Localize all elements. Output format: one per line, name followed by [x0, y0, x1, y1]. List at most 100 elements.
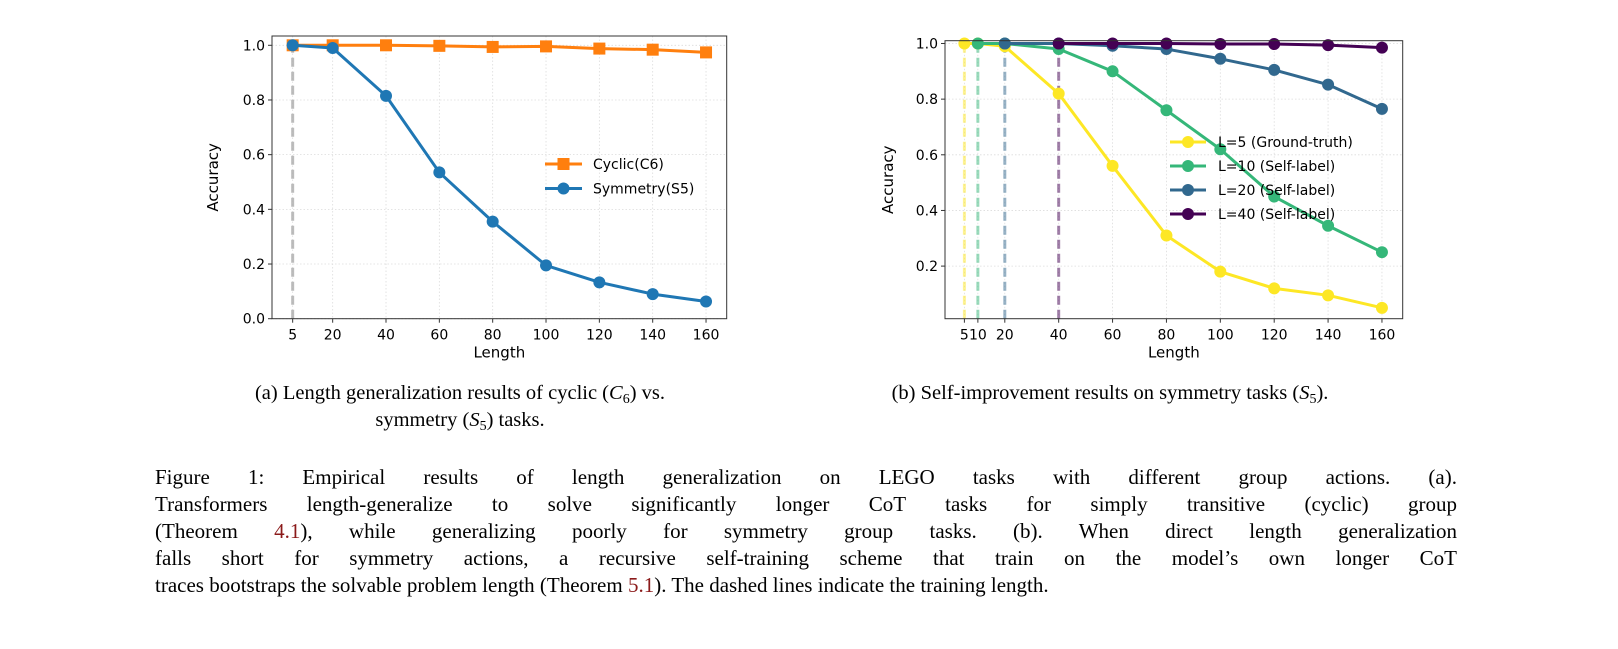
chart-b: 5 10 20 40 60 80 100 120 140 160 0.2 0.4 0.6 0.8 1.0 Le… — [879, 36, 1404, 362]
y-tick-label: 0.8 — [916, 92, 938, 108]
theorem-link[interactable]: 5.1 — [627, 573, 655, 597]
data-point — [1214, 52, 1227, 65]
legend-marker — [557, 182, 570, 195]
data-point — [1322, 219, 1335, 232]
x-tick-label: 40 — [377, 328, 395, 344]
figure-caption: Figure 1: Empirical results of length ge… — [155, 464, 1457, 599]
caption-text: ). The dashed lines indicate the trainin… — [654, 573, 1049, 597]
x-tick-label: 40 — [1050, 328, 1068, 344]
legend-label: Cyclic(C6) — [593, 157, 664, 173]
data-point — [1052, 37, 1065, 50]
caption-line: Figure 1: Empirical results of length ge… — [155, 465, 1457, 489]
legend-label: L=10 (Self-label) — [1218, 159, 1335, 175]
series-line — [292, 43, 707, 303]
data-point — [700, 295, 713, 308]
caption-text: (Theorem — [155, 519, 275, 543]
x-tick-label: 60 — [430, 328, 448, 344]
data-point — [1268, 38, 1281, 51]
data-point — [1106, 65, 1119, 78]
data-point — [433, 39, 446, 52]
data-point — [1375, 301, 1388, 314]
legend-marker — [1182, 136, 1194, 148]
data-point — [1322, 39, 1335, 52]
x-tick-label: 140 — [639, 328, 666, 344]
y-axis-label: Accuracy — [204, 143, 222, 212]
x-tick-label: 5 — [960, 328, 969, 344]
data-point — [958, 37, 971, 50]
subcaption-text: ) vs. — [629, 382, 666, 404]
legend-label: Symmetry(S5) — [593, 182, 694, 198]
data-point — [593, 276, 606, 289]
legend-marker — [1182, 160, 1194, 172]
theorem-link[interactable]: 4.1 — [274, 519, 301, 543]
data-point — [646, 43, 659, 56]
subcaption-text: ) tasks. — [486, 409, 545, 431]
data-point — [1268, 190, 1281, 203]
chart-a: 5 20 40 60 80 100 120 140 160 0.0 0.2 0.4 0.6 0.8 1.0 L… — [204, 35, 728, 362]
subcaption-text: (a) Length generalization results of cyc… — [254, 382, 610, 404]
y-tick-label: 0.6 — [243, 148, 265, 164]
subcaption-text: symmetry ( — [375, 409, 470, 431]
x-tick-label: 20 — [996, 328, 1014, 344]
data-point — [1160, 229, 1173, 242]
legend-marker — [557, 158, 570, 170]
caption-line: traces bootstraps the solvable problem l… — [155, 572, 1457, 599]
x-axis-label: Length — [1148, 344, 1200, 362]
subcaption-text: ). — [1316, 382, 1329, 404]
y-tick-label: 0.0 — [243, 312, 265, 328]
data-point — [1106, 37, 1119, 50]
x-tick-label: 5 — [288, 328, 297, 344]
data-point — [1375, 246, 1388, 259]
y-axis-label: Accuracy — [879, 145, 897, 214]
x-tick-label: 80 — [1158, 328, 1176, 344]
x-tick-label: 10 — [969, 328, 987, 344]
caption-line: falls short for symmetry actions, a recu… — [155, 546, 1457, 570]
y-tick-label: 0.8 — [243, 93, 265, 109]
y-tick-label: 0.4 — [916, 203, 938, 219]
data-point — [1322, 289, 1335, 302]
x-tick-label: 120 — [1261, 328, 1288, 344]
data-point — [486, 215, 499, 228]
x-tick-label: 80 — [484, 328, 502, 344]
data-point — [646, 288, 659, 301]
data-point — [700, 46, 713, 59]
plot-frame — [944, 40, 1404, 320]
math-subscript: 5 — [479, 419, 487, 434]
data-point — [433, 166, 446, 179]
data-point — [1268, 282, 1281, 295]
y-tick-label: 0.4 — [243, 202, 265, 218]
math-symbol: C — [609, 382, 623, 404]
subcaption-a: (a) Length generalization results of cyc… — [170, 380, 750, 434]
data-point — [1160, 104, 1173, 117]
data-point — [971, 37, 984, 50]
data-point — [1268, 63, 1281, 76]
data-point — [1214, 265, 1227, 278]
x-tick-label: 20 — [324, 328, 342, 344]
math-subscript: 6 — [622, 392, 630, 407]
y-tick-label: 1.0 — [243, 38, 265, 54]
data-point — [1160, 37, 1173, 50]
caption-text: ), while generalizing poorly for symmetr… — [300, 519, 1458, 543]
plot-frame — [271, 35, 728, 320]
x-tick-label: 120 — [586, 328, 613, 344]
subcaption-b: (b) Self-improvement results on symmetry… — [800, 380, 1420, 407]
data-point — [1375, 41, 1388, 54]
math-symbol: S — [469, 409, 480, 431]
data-point — [380, 39, 393, 52]
x-tick-label: 160 — [693, 328, 720, 344]
caption-text: traces bootstraps the solvable problem l… — [155, 573, 628, 597]
data-point — [326, 42, 339, 55]
y-tick-label: 1.0 — [916, 36, 938, 52]
legend-label: L=20 (Self-label) — [1218, 183, 1335, 199]
y-tick-label: 0.2 — [243, 257, 265, 273]
data-point — [1052, 87, 1065, 100]
caption-line: Transformers length-generalize to solve … — [155, 492, 1457, 516]
x-tick-label: 60 — [1104, 328, 1122, 344]
data-point — [593, 42, 606, 55]
legend: L=5 (Ground-truth) L=10 (Self-label) L=20 … — [1170, 135, 1353, 223]
legend-marker — [1182, 184, 1194, 196]
y-tick-label: 0.6 — [916, 148, 938, 164]
x-tick-label: 100 — [533, 328, 560, 344]
x-tick-label: 100 — [1207, 328, 1234, 344]
